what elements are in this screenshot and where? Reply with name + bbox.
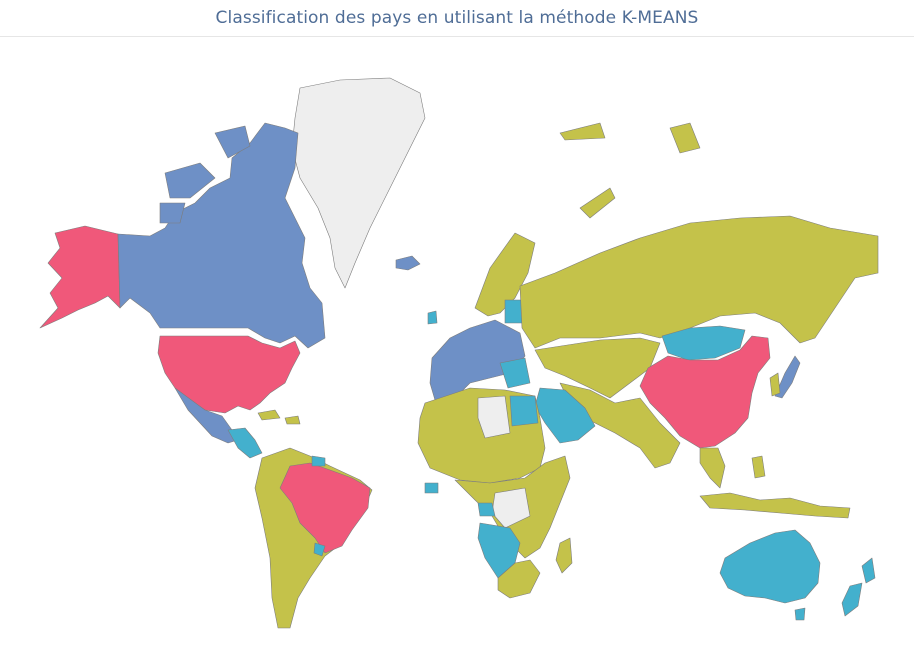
- west-africa-teal[interactable]: [424, 482, 496, 517]
- madagascar[interactable]: [555, 537, 573, 574]
- united-states[interactable]: [157, 335, 301, 414]
- ireland[interactable]: [427, 310, 438, 325]
- canada-arctic-islands[interactable]: [159, 125, 251, 224]
- world-map-svg[interactable]: [0, 38, 914, 645]
- new-zealand[interactable]: [841, 557, 876, 617]
- uruguay[interactable]: [313, 542, 326, 557]
- china[interactable]: [639, 335, 771, 449]
- mexico[interactable]: [174, 387, 239, 444]
- canada[interactable]: [117, 122, 326, 349]
- egypt[interactable]: [509, 395, 539, 427]
- guianas[interactable]: [311, 455, 326, 467]
- caribbean[interactable]: [257, 409, 301, 425]
- korea[interactable]: [769, 372, 781, 397]
- russia[interactable]: [519, 215, 879, 349]
- novaya-zemlya[interactable]: [559, 122, 701, 219]
- brazil[interactable]: [279, 462, 371, 554]
- southeast-asia[interactable]: [699, 447, 726, 489]
- japan[interactable]: [774, 355, 801, 399]
- philippines[interactable]: [751, 455, 766, 479]
- mongolia[interactable]: [661, 325, 746, 361]
- tasmania[interactable]: [794, 607, 806, 621]
- indonesia[interactable]: [699, 492, 851, 519]
- alaska[interactable]: [39, 225, 121, 329]
- greenland[interactable]: [291, 77, 426, 289]
- southern-africa[interactable]: [497, 559, 541, 599]
- libya[interactable]: [477, 395, 511, 439]
- page-title: Classification des pays en utilisant la …: [215, 8, 699, 28]
- central-america[interactable]: [227, 427, 263, 459]
- central-asia[interactable]: [534, 337, 661, 399]
- title-bar: Classification des pays en utilisant la …: [0, 0, 914, 37]
- scandinavia[interactable]: [474, 232, 536, 317]
- australia[interactable]: [719, 529, 821, 604]
- western-europe[interactable]: [429, 319, 526, 401]
- world-map[interactable]: [0, 38, 914, 645]
- iceland[interactable]: [395, 255, 421, 271]
- middle-east-south-asia[interactable]: [559, 382, 681, 469]
